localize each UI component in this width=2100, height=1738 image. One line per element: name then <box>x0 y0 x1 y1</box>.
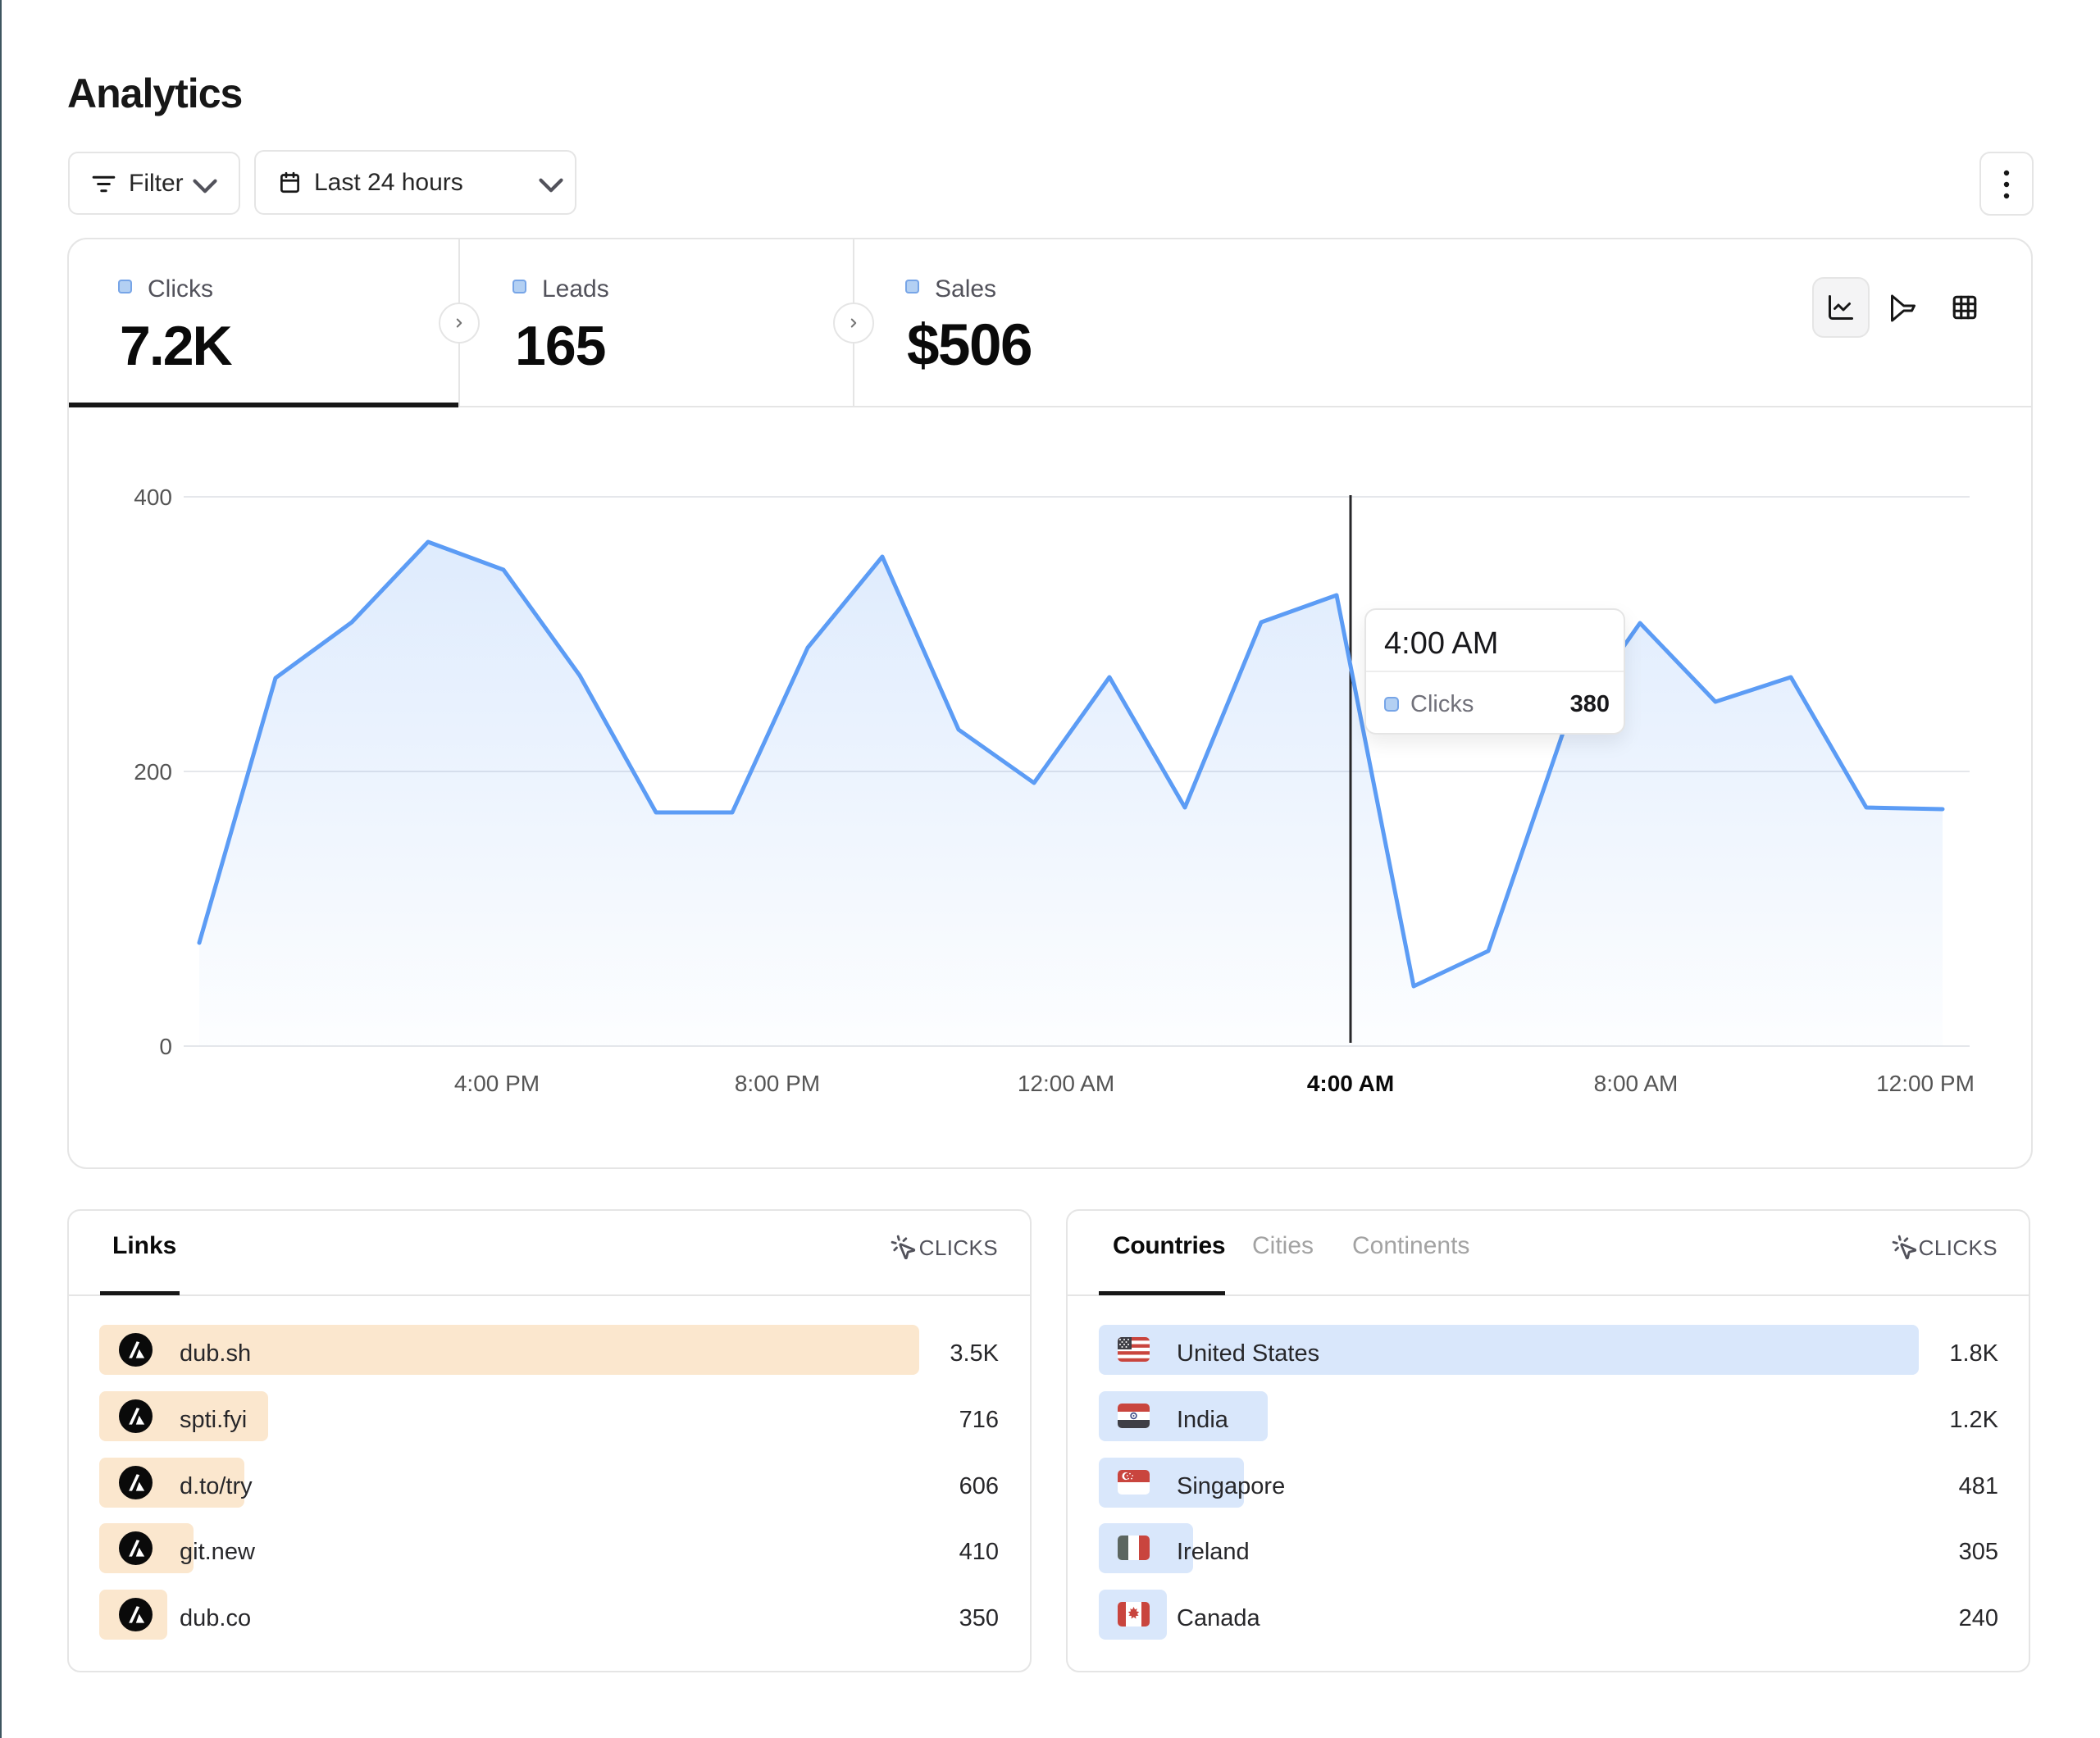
svg-text:4:00 AM: 4:00 AM <box>1307 1071 1394 1096</box>
svg-text:200: 200 <box>134 759 172 785</box>
svg-text:12:00 PM: 12:00 PM <box>1876 1071 1975 1096</box>
svg-text:400: 400 <box>134 485 172 510</box>
svg-text:8:00 AM: 8:00 AM <box>1594 1071 1679 1096</box>
svg-text:8:00 PM: 8:00 PM <box>735 1071 820 1096</box>
svg-text:0: 0 <box>159 1034 172 1059</box>
svg-text:12:00 AM: 12:00 AM <box>1018 1071 1114 1096</box>
svg-text:4:00 PM: 4:00 PM <box>454 1071 540 1096</box>
